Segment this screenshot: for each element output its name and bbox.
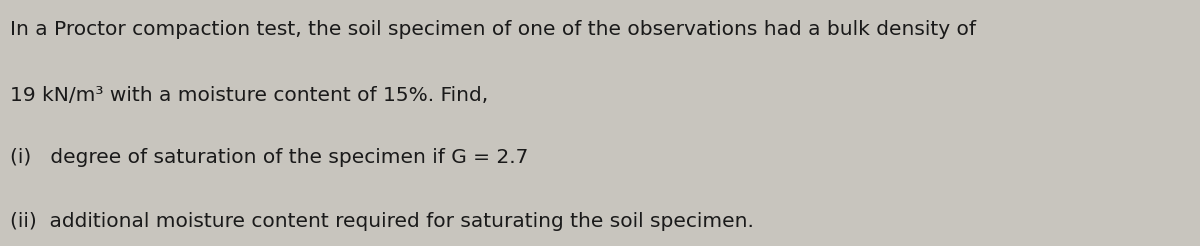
Text: In a Proctor compaction test, the soil specimen of one of the observations had a: In a Proctor compaction test, the soil s… [10,20,976,39]
Text: 19 kN/m³ with a moisture content of 15%. Find,: 19 kN/m³ with a moisture content of 15%.… [10,86,488,105]
Text: (ii)  additional moisture content required for saturating the soil specimen.: (ii) additional moisture content require… [10,212,754,231]
Text: (i)   degree of saturation of the specimen if G = 2.7: (i) degree of saturation of the specimen… [10,148,528,167]
